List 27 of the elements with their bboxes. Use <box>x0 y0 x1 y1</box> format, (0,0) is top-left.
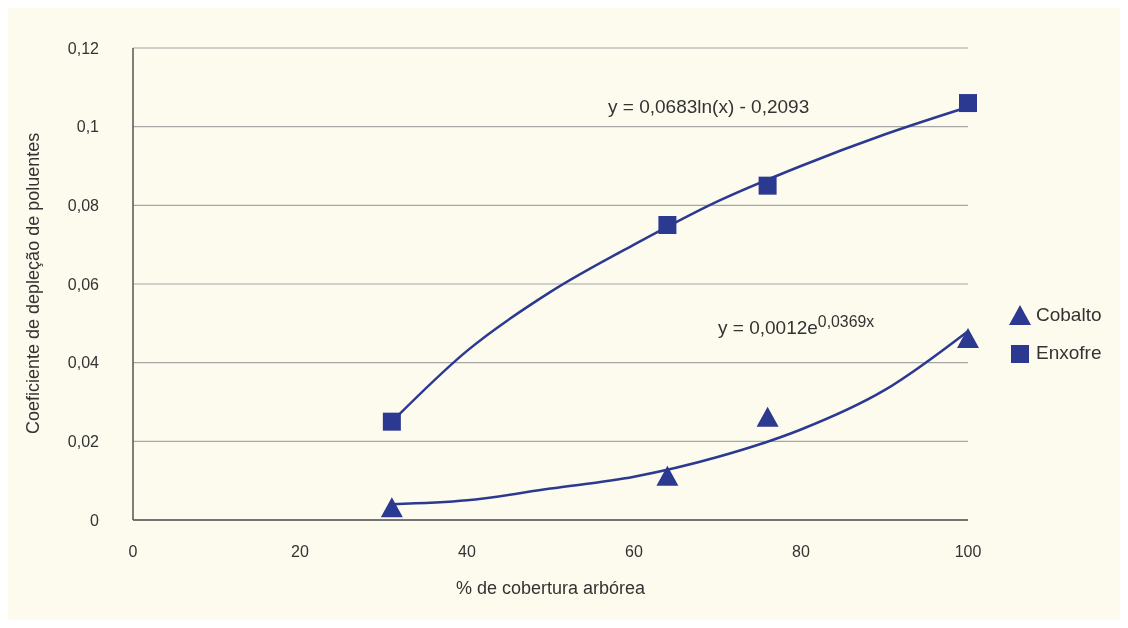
y-tick-label: 0,08 <box>67 197 100 215</box>
y-tick-label: 0,12 <box>67 39 100 57</box>
y-tick-label: 0,1 <box>76 118 100 136</box>
x-tick-label: 20 <box>291 543 309 561</box>
legend-label: Enxofre <box>1036 342 1102 364</box>
annotation: y = 0,0683ln(x) - 0,2093 <box>608 96 810 118</box>
annotation: y = 0,0012e$^{0,0369x}$ <box>718 313 875 340</box>
x-tick-label: 40 <box>458 543 476 561</box>
x-tick-label: 100 <box>954 543 982 561</box>
y-tick-label: 0 <box>90 511 100 529</box>
x-tick-label: 80 <box>792 543 810 561</box>
legend-label: Cobalto <box>1036 304 1102 326</box>
point <box>957 328 979 349</box>
x-tick-label: 0 <box>128 543 138 561</box>
point <box>380 497 403 518</box>
point <box>658 216 677 234</box>
point <box>382 412 401 431</box>
y-axis-title: Coeficiente de depleção de poluentes <box>23 132 44 434</box>
y-tick-label: 0,06 <box>67 275 100 293</box>
point <box>959 94 977 113</box>
point <box>758 176 777 195</box>
point <box>656 465 679 486</box>
y-tick-label: 0,02 <box>67 433 100 451</box>
point <box>756 406 779 427</box>
x-tick-label: 60 <box>625 543 643 561</box>
x-axis-title: % de cobertura arbórea <box>455 578 647 598</box>
y-tick-label: 0,04 <box>67 354 100 372</box>
